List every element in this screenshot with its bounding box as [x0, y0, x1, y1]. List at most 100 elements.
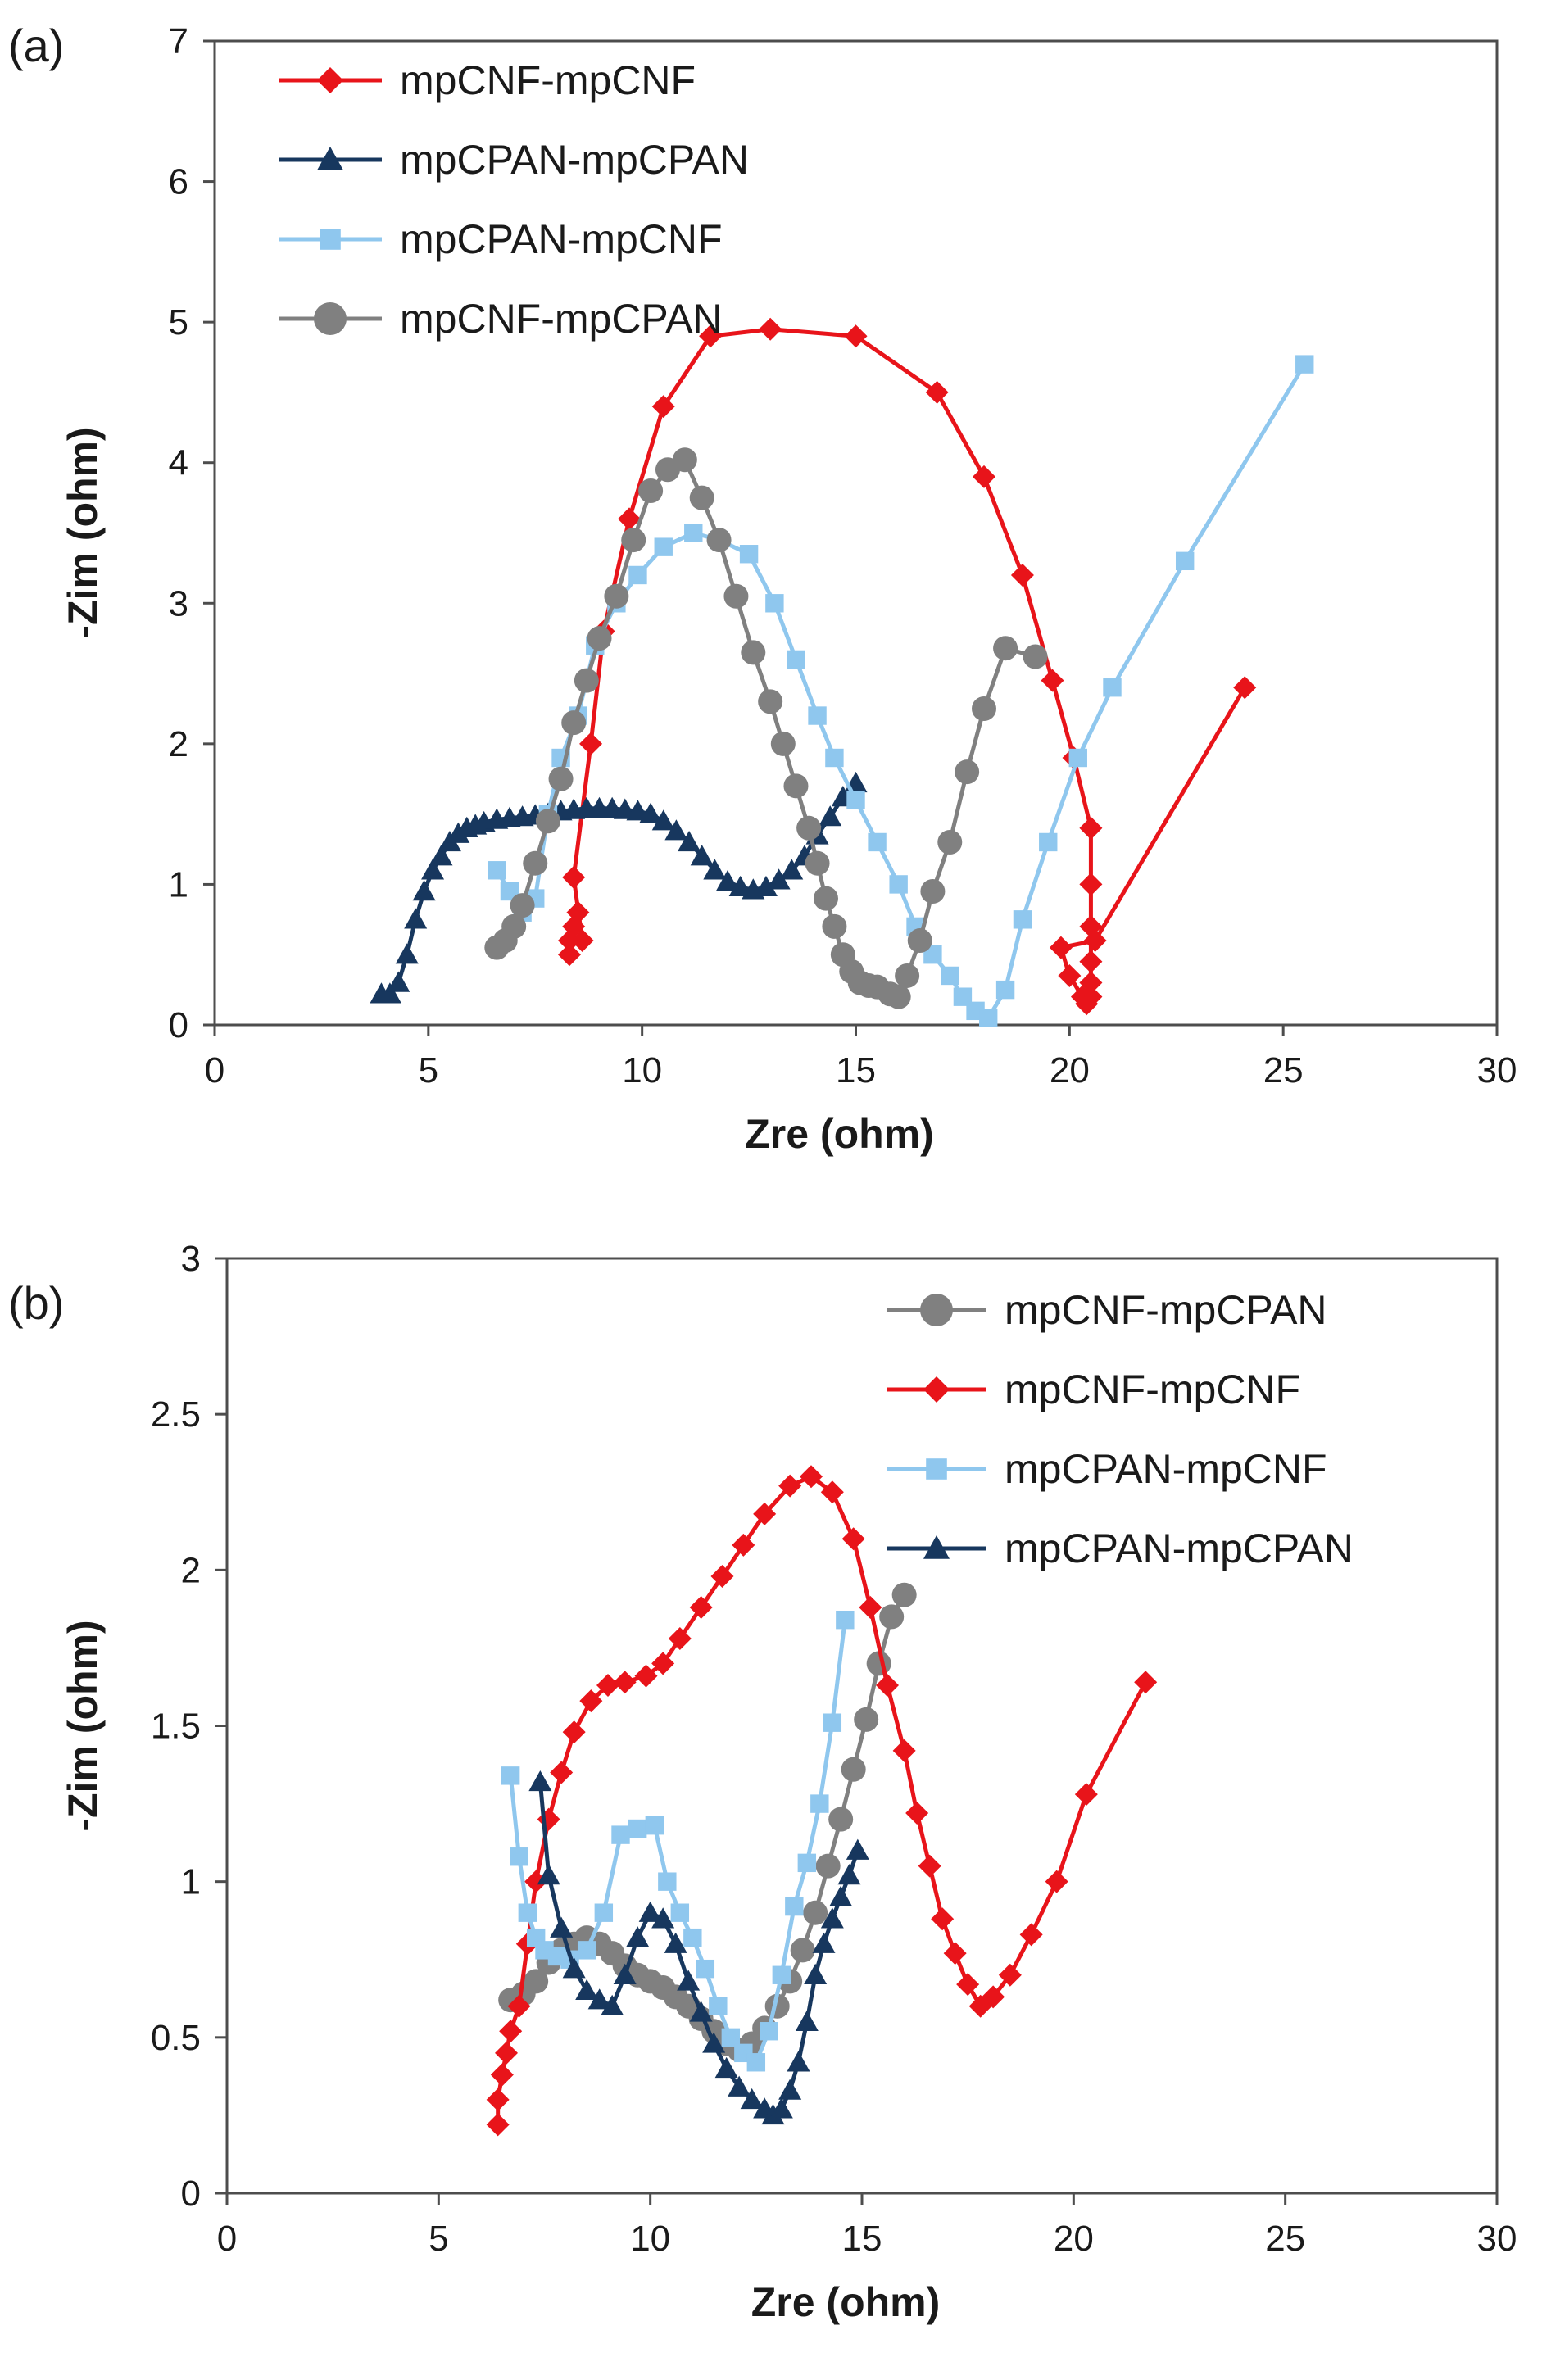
y-tick-label: 4 — [169, 443, 188, 483]
data-point — [490, 2063, 514, 2087]
data-point — [1079, 950, 1103, 973]
y-tick-label: 1.5 — [151, 1707, 201, 1747]
y-tick-label: 6 — [169, 162, 188, 202]
data-point — [1070, 985, 1094, 1009]
data-point — [613, 1671, 637, 1694]
data-point — [859, 1595, 882, 1619]
data-point — [810, 1794, 829, 1813]
x-tick-label: 0 — [205, 1050, 224, 1090]
data-point — [601, 1994, 624, 2015]
data-point — [759, 317, 782, 341]
data-point — [1103, 678, 1122, 697]
data-point — [412, 880, 436, 901]
data-point — [925, 380, 949, 404]
data-point — [690, 845, 714, 866]
data-point — [618, 507, 642, 531]
data-point — [1010, 563, 1034, 587]
data-point — [770, 731, 796, 756]
data-point — [772, 1965, 791, 1984]
data-point — [579, 1689, 603, 1713]
data-point — [812, 1932, 836, 1953]
legend-entry: mpCNF-mpCPAN — [279, 296, 723, 342]
legend-label: mpCPAN-mpCPAN — [1005, 1525, 1354, 1571]
panel-label: (a) — [8, 20, 64, 71]
data-point — [664, 1932, 687, 1953]
data-point — [634, 1664, 658, 1688]
data-point — [891, 1582, 917, 1607]
data-point — [518, 1903, 537, 1922]
data-point — [1134, 1671, 1158, 1694]
data-point — [577, 1941, 596, 1960]
data-point — [537, 1807, 560, 1831]
data-point — [604, 583, 629, 609]
data-point — [570, 929, 594, 953]
data-point — [982, 1985, 1005, 2009]
data-point — [528, 1770, 552, 1792]
data-point — [488, 861, 506, 880]
data-point — [905, 1801, 929, 1825]
data-point — [829, 1885, 853, 1906]
y-tick-label: 5 — [169, 302, 188, 342]
data-point — [524, 1969, 549, 1994]
legend-label: mpCPAN-mpCNF — [400, 216, 723, 262]
data-point — [714, 2056, 738, 2079]
data-point — [846, 791, 865, 809]
data-point — [677, 1970, 701, 1991]
x-tick-label: 15 — [842, 2219, 882, 2259]
data-point — [907, 928, 932, 954]
data-point — [803, 1900, 828, 1925]
data-point — [728, 2075, 751, 2097]
series-line — [495, 363, 1307, 1020]
legend-entry: mpCPAN-mpCNF — [279, 216, 723, 262]
data-point — [1041, 669, 1064, 692]
data-point — [562, 865, 586, 889]
data-point — [920, 879, 946, 904]
data-point — [696, 1959, 715, 1979]
data-point — [841, 1527, 865, 1551]
data-point — [765, 594, 784, 613]
data-point — [889, 875, 908, 894]
data-point — [611, 1825, 630, 1844]
data-point — [780, 859, 804, 880]
data-point — [684, 524, 703, 542]
data-point — [404, 908, 428, 929]
x-tick-label: 20 — [1050, 1050, 1090, 1090]
data-point — [800, 1465, 823, 1489]
x-tick-label: 5 — [429, 2219, 448, 2259]
data-point — [561, 710, 587, 736]
data-point — [732, 1533, 755, 1557]
legend-marker — [926, 1458, 947, 1480]
data-point — [486, 2088, 510, 2111]
x-tick-label: 30 — [1477, 2219, 1517, 2259]
series-mpCNF-mpCPAN — [484, 447, 1048, 1009]
x-tick-label: 25 — [1263, 1050, 1304, 1090]
data-point — [778, 2079, 802, 2100]
data-point — [895, 963, 920, 988]
series-mpCNF-mpCPAN — [498, 1582, 917, 2063]
data-point — [1058, 963, 1082, 987]
y-tick-label: 0.5 — [151, 2018, 201, 2058]
series-mpCNF-mpCNF — [557, 317, 1257, 1016]
legend-entry: mpCPAN-mpCPAN — [887, 1525, 1354, 1571]
data-point — [886, 984, 911, 1009]
data-point — [837, 1864, 861, 1885]
series-mpCPAN-mpCPAN — [370, 771, 868, 1004]
data-point — [931, 1907, 955, 1931]
data-point — [753, 1502, 777, 1525]
data-point — [820, 1480, 844, 1504]
data-point — [575, 1979, 599, 2000]
legend-label: mpCNF-mpCPAN — [1005, 1287, 1327, 1333]
legend-marker — [317, 147, 343, 170]
data-point — [787, 2051, 810, 2072]
legend-entry: mpCPAN-mpCNF — [887, 1446, 1327, 1492]
data-point — [813, 886, 838, 911]
y-tick-label: 1 — [169, 864, 188, 904]
data-point — [1045, 1870, 1068, 1893]
data-point — [510, 893, 535, 918]
data-point — [638, 1901, 662, 1922]
data-point — [628, 565, 647, 585]
data-point — [723, 583, 749, 609]
legend-label: mpCPAN-mpCNF — [1005, 1446, 1327, 1492]
data-point — [836, 1610, 855, 1630]
